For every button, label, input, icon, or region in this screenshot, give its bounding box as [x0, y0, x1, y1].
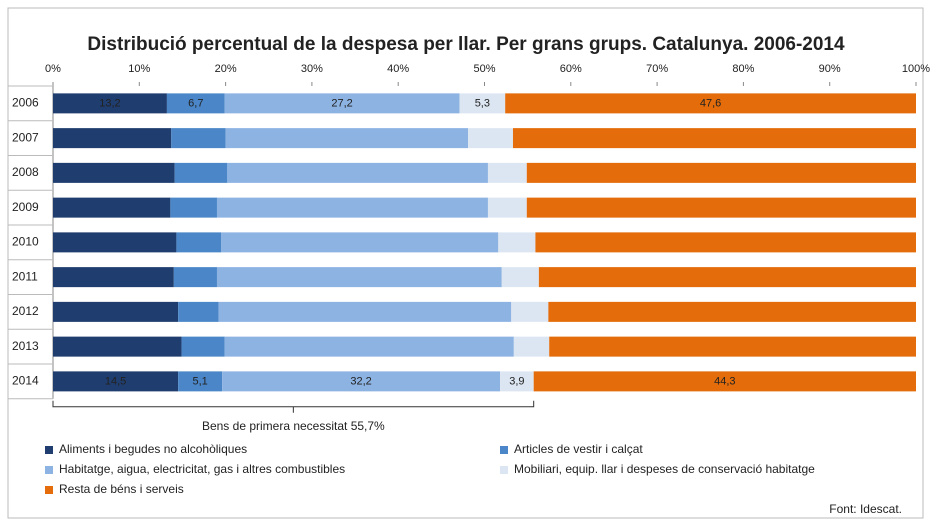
data-label: 5,3: [475, 97, 490, 109]
x-tick-label: 90%: [819, 63, 841, 75]
legend-swatch: [500, 466, 508, 474]
y-tick-label: 2008: [12, 165, 39, 179]
data-label: 27,2: [331, 97, 352, 109]
bar-segment: [487, 162, 527, 183]
bar-segment: [227, 162, 488, 183]
bar-segment: [171, 128, 226, 149]
bar-segment: [512, 128, 916, 149]
data-label: 3,9: [509, 375, 524, 387]
bar-segment: [178, 301, 219, 322]
bar-segment: [221, 232, 499, 253]
annotation: Bens de primera necessitat 55,7%: [202, 419, 385, 433]
bar-segment: [526, 197, 916, 218]
bar-segment: [498, 232, 536, 253]
x-tick-label: 50%: [473, 63, 495, 75]
bracket: [52, 400, 535, 413]
bar-segment: [173, 267, 217, 288]
bar-segment: [178, 371, 223, 392]
bar-segment: [218, 301, 512, 322]
bar-segment: [526, 162, 916, 183]
bar-segment: [549, 336, 916, 357]
bar-segment: [511, 301, 549, 322]
chart-title: Distribució percentual de la despesa per…: [87, 34, 845, 55]
legend-label: Mobiliari, equip. llar i despeses de con…: [514, 462, 815, 476]
bar-segment: [181, 336, 225, 357]
data-label: 44,3: [714, 375, 735, 387]
data-label: 13,2: [99, 97, 120, 109]
data-label: 5,1: [192, 375, 207, 387]
x-tick-label: 80%: [732, 63, 754, 75]
data-label: 47,6: [700, 97, 721, 109]
bar-segment: [53, 197, 171, 218]
legend-swatch: [500, 446, 508, 454]
bar-segment: [216, 267, 502, 288]
x-tick-label: 100%: [902, 63, 930, 75]
bar-segment: [224, 93, 460, 114]
legend-label: Resta de béns i serveis: [59, 482, 184, 496]
bar-segment: [53, 336, 182, 357]
x-tick-label: 30%: [301, 63, 323, 75]
x-tick-label: 0%: [45, 63, 61, 75]
y-tick-label: 2012: [12, 304, 39, 318]
bar-segment: [513, 336, 550, 357]
data-label: 14,5: [105, 375, 126, 387]
bar-segment: [53, 93, 167, 114]
chart-frame: [7, 7, 924, 519]
bar-segment: [53, 162, 175, 183]
x-tick-label: 40%: [387, 63, 409, 75]
data-label: 32,2: [350, 375, 371, 387]
bar-segment: [53, 267, 174, 288]
bar-segment: [500, 371, 534, 392]
bar-segment: [53, 128, 172, 149]
data-label: 6,7: [188, 97, 203, 109]
bar-segment: [535, 232, 916, 253]
bar-segment: [548, 301, 916, 322]
y-tick-label: 2013: [12, 339, 39, 353]
bar-segment: [174, 162, 228, 183]
bar-segment: [501, 267, 539, 288]
legend-label: Habitatge, aigua, electricitat, gas i al…: [59, 462, 345, 476]
legend-swatch: [45, 466, 53, 474]
x-tick-label: 20%: [215, 63, 237, 75]
bar-segment: [468, 128, 513, 149]
legend-swatch: [45, 446, 53, 454]
x-tick-label: 60%: [560, 63, 582, 75]
bar-segment: [176, 232, 222, 253]
bar-segment: [224, 336, 514, 357]
bar-segment: [53, 301, 179, 322]
bar-segment: [487, 197, 527, 218]
bar-segment: [225, 128, 469, 149]
legend-swatch: [45, 486, 53, 494]
y-tick-label: 2010: [12, 235, 39, 249]
legend-label: Articles de vestir i calçat: [514, 442, 643, 456]
bar-segment: [166, 93, 225, 114]
bar-segment: [459, 93, 506, 114]
bar-segment: [533, 371, 916, 392]
y-tick-label: 2014: [12, 374, 39, 388]
bar-segment: [53, 232, 177, 253]
bar-segment: [538, 267, 916, 288]
bar-segment: [222, 371, 501, 392]
y-tick-label: 2009: [12, 200, 39, 214]
y-tick-label: 2007: [12, 130, 39, 144]
x-tick-label: 70%: [646, 63, 668, 75]
legend-label: Aliments i begudes no alcohòliques: [59, 442, 247, 456]
bar-segment: [216, 197, 488, 218]
bar-segment: [505, 93, 916, 114]
y-tick-label: 2011: [12, 269, 38, 283]
source: Font: Idescat.: [829, 502, 902, 516]
bar-segment: [53, 371, 179, 392]
x-tick-label: 10%: [128, 63, 150, 75]
bar-segment: [170, 197, 217, 218]
y-tick-label: 2006: [12, 96, 39, 110]
